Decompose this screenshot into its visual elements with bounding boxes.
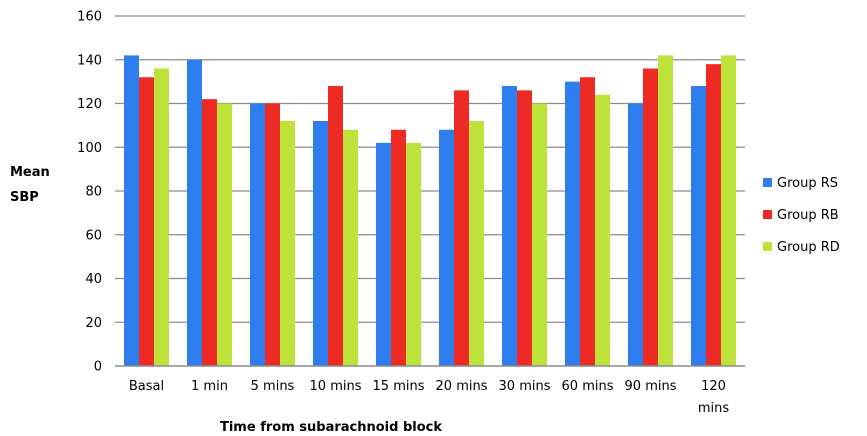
x-tick-label: 1 min	[191, 379, 228, 394]
bar	[595, 94, 610, 366]
x-tick-label: mins	[698, 401, 730, 416]
bar	[721, 55, 736, 366]
bar	[628, 103, 643, 366]
y-tick-label: 60	[85, 228, 102, 243]
y-axis-title-line2: SBP	[10, 190, 39, 205]
x-tick-label: 15 mins	[373, 379, 425, 394]
bar	[643, 68, 658, 366]
y-tick-label: 0	[94, 360, 102, 375]
y-axis-ticks: 0 20 40 60 80 100 120 140 160	[77, 10, 102, 375]
x-tick-label: 90 mins	[625, 379, 677, 394]
legend-label: Group RB	[777, 208, 839, 223]
legend: Group RS Group RB Group RD	[763, 176, 840, 255]
bar	[280, 121, 295, 366]
bar	[691, 86, 706, 366]
bar	[187, 59, 202, 366]
bar	[406, 142, 421, 366]
x-tick-label: Basal	[129, 379, 164, 394]
bar	[328, 86, 343, 366]
bar	[391, 129, 406, 366]
bar	[250, 103, 265, 366]
bar	[124, 55, 139, 366]
bar	[706, 64, 721, 366]
x-tick-label: 20 mins	[436, 379, 488, 394]
bar	[376, 142, 391, 366]
bar	[565, 81, 580, 366]
bar	[265, 103, 280, 366]
legend-swatch	[763, 210, 772, 219]
y-tick-label: 100	[77, 141, 102, 156]
bar	[658, 55, 673, 366]
legend-label: Group RS	[777, 176, 838, 191]
bar	[532, 103, 547, 366]
y-tick-label: 140	[77, 53, 102, 68]
legend-swatch	[763, 178, 772, 187]
bars	[124, 55, 736, 366]
bar	[454, 90, 469, 366]
x-axis-labels: Basal 1 min 5 mins 10 mins 15 mins 20 mins 30 …	[129, 379, 729, 416]
legend-label: Group RD	[777, 240, 840, 255]
x-tick-label: 60 mins	[562, 379, 614, 394]
bar	[502, 86, 517, 366]
bar	[343, 129, 358, 366]
bar	[439, 129, 454, 366]
legend-swatch	[763, 242, 772, 251]
x-tick-label: 30 mins	[499, 379, 551, 394]
y-tick-label: 20	[85, 316, 102, 331]
bar	[154, 68, 169, 366]
y-tick-label: 120	[77, 97, 102, 112]
bar	[517, 90, 532, 366]
x-tick-label: 5 mins	[251, 379, 295, 394]
bar	[202, 99, 217, 366]
bar	[217, 103, 232, 366]
bar	[580, 77, 595, 366]
bar	[139, 77, 154, 366]
x-axis-title: Time from subarachnoid block	[220, 420, 442, 435]
x-tick-label: 120	[701, 379, 726, 394]
y-tick-label: 40	[85, 272, 102, 287]
x-tick-label: 10 mins	[310, 379, 362, 394]
y-tick-label: 80	[85, 185, 102, 200]
bar	[313, 121, 328, 366]
y-axis-title-line1: Mean	[10, 165, 50, 180]
y-tick-label: 160	[77, 10, 102, 25]
bar	[469, 121, 484, 366]
